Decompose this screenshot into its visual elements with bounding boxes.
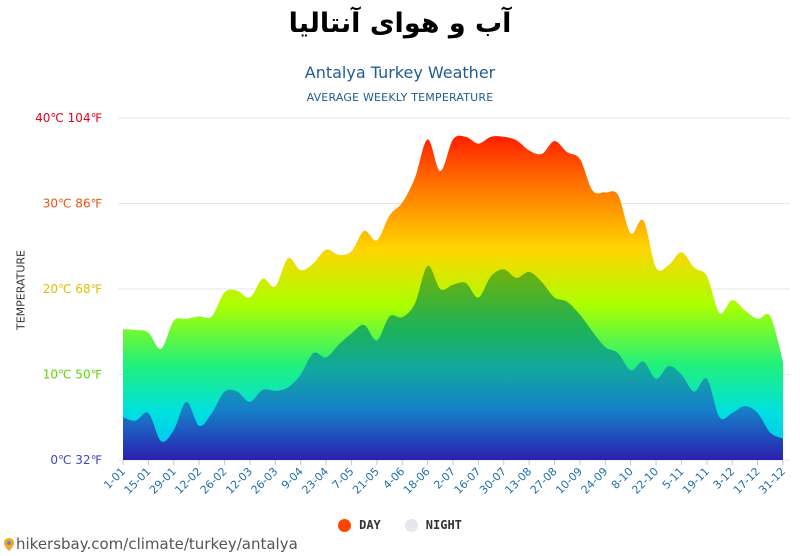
x-tick-label: 29-01	[147, 465, 179, 497]
x-tick-label: 12-02	[172, 465, 204, 497]
legend-item-day[interactable]: DAY	[338, 518, 381, 532]
x-tick-label: 13-08	[502, 465, 534, 497]
y-tick-label: 30℃ 86℉	[43, 197, 102, 211]
footer-link[interactable]: hikersbay.com/climate/turkey/antalya	[4, 535, 298, 553]
chart-title: Antalya Turkey Weather	[304, 63, 496, 82]
x-tick-label: 18-06	[401, 465, 433, 497]
y-tick-label: 0℃ 32℉	[50, 453, 102, 467]
x-tick-label: 16-07	[452, 465, 484, 497]
x-tick-label: 24-09	[579, 465, 611, 497]
legend-night-dot	[404, 518, 418, 532]
x-tick-label: 22-10	[629, 465, 661, 497]
y-tick-labels: 0℃ 32℉ 10℃ 50℉ 20℃ 68℉ 30℃ 86℉ 40℃ 104℉	[35, 111, 102, 467]
x-tick-labels: 1-0115-0129-0112-0226-0212-0326-039-0423…	[101, 460, 788, 497]
night-temperature-area	[123, 265, 783, 460]
x-tick-label: 19-11	[680, 465, 712, 497]
x-tick-label: 27-08	[528, 465, 560, 497]
x-tick-label: 15-01	[122, 465, 154, 497]
legend: DAY NIGHT	[0, 518, 800, 532]
x-tick-label: 26-03	[249, 465, 281, 497]
legend-item-night[interactable]: NIGHT	[404, 518, 462, 532]
y-tick-label: 10℃ 50℉	[43, 368, 102, 382]
y-tick-label: 20℃ 68℉	[43, 282, 102, 296]
legend-night-label: NIGHT	[425, 518, 462, 532]
page-title: آب و هوای آنتالیا	[288, 8, 512, 39]
x-tick-label: 12-03	[223, 465, 255, 497]
x-tick-label: 26-02	[198, 465, 230, 497]
y-tick-label: 40℃ 104℉	[35, 111, 102, 125]
map-pin-icon	[4, 537, 14, 551]
legend-day-label: DAY	[359, 518, 381, 532]
legend-day-dot	[338, 518, 352, 532]
x-tick-label: 21-05	[350, 465, 382, 497]
x-tick-label: 31-12	[756, 465, 788, 497]
x-tick-label: 17-12	[731, 465, 763, 497]
chart-subtitle: AVERAGE WEEKLY TEMPERATURE	[306, 91, 494, 104]
x-tick-label: 23-04	[299, 465, 331, 497]
x-tick-label: 10-09	[553, 465, 585, 497]
weather-chart: 0℃ 32℉ 10℃ 50℉ 20℃ 68℉ 30℃ 86℉ 40℃ 104℉ 1-01…	[35, 111, 790, 497]
x-tick-label: 30-07	[477, 465, 509, 497]
footer-text: hikersbay.com/climate/turkey/antalya	[16, 535, 298, 553]
